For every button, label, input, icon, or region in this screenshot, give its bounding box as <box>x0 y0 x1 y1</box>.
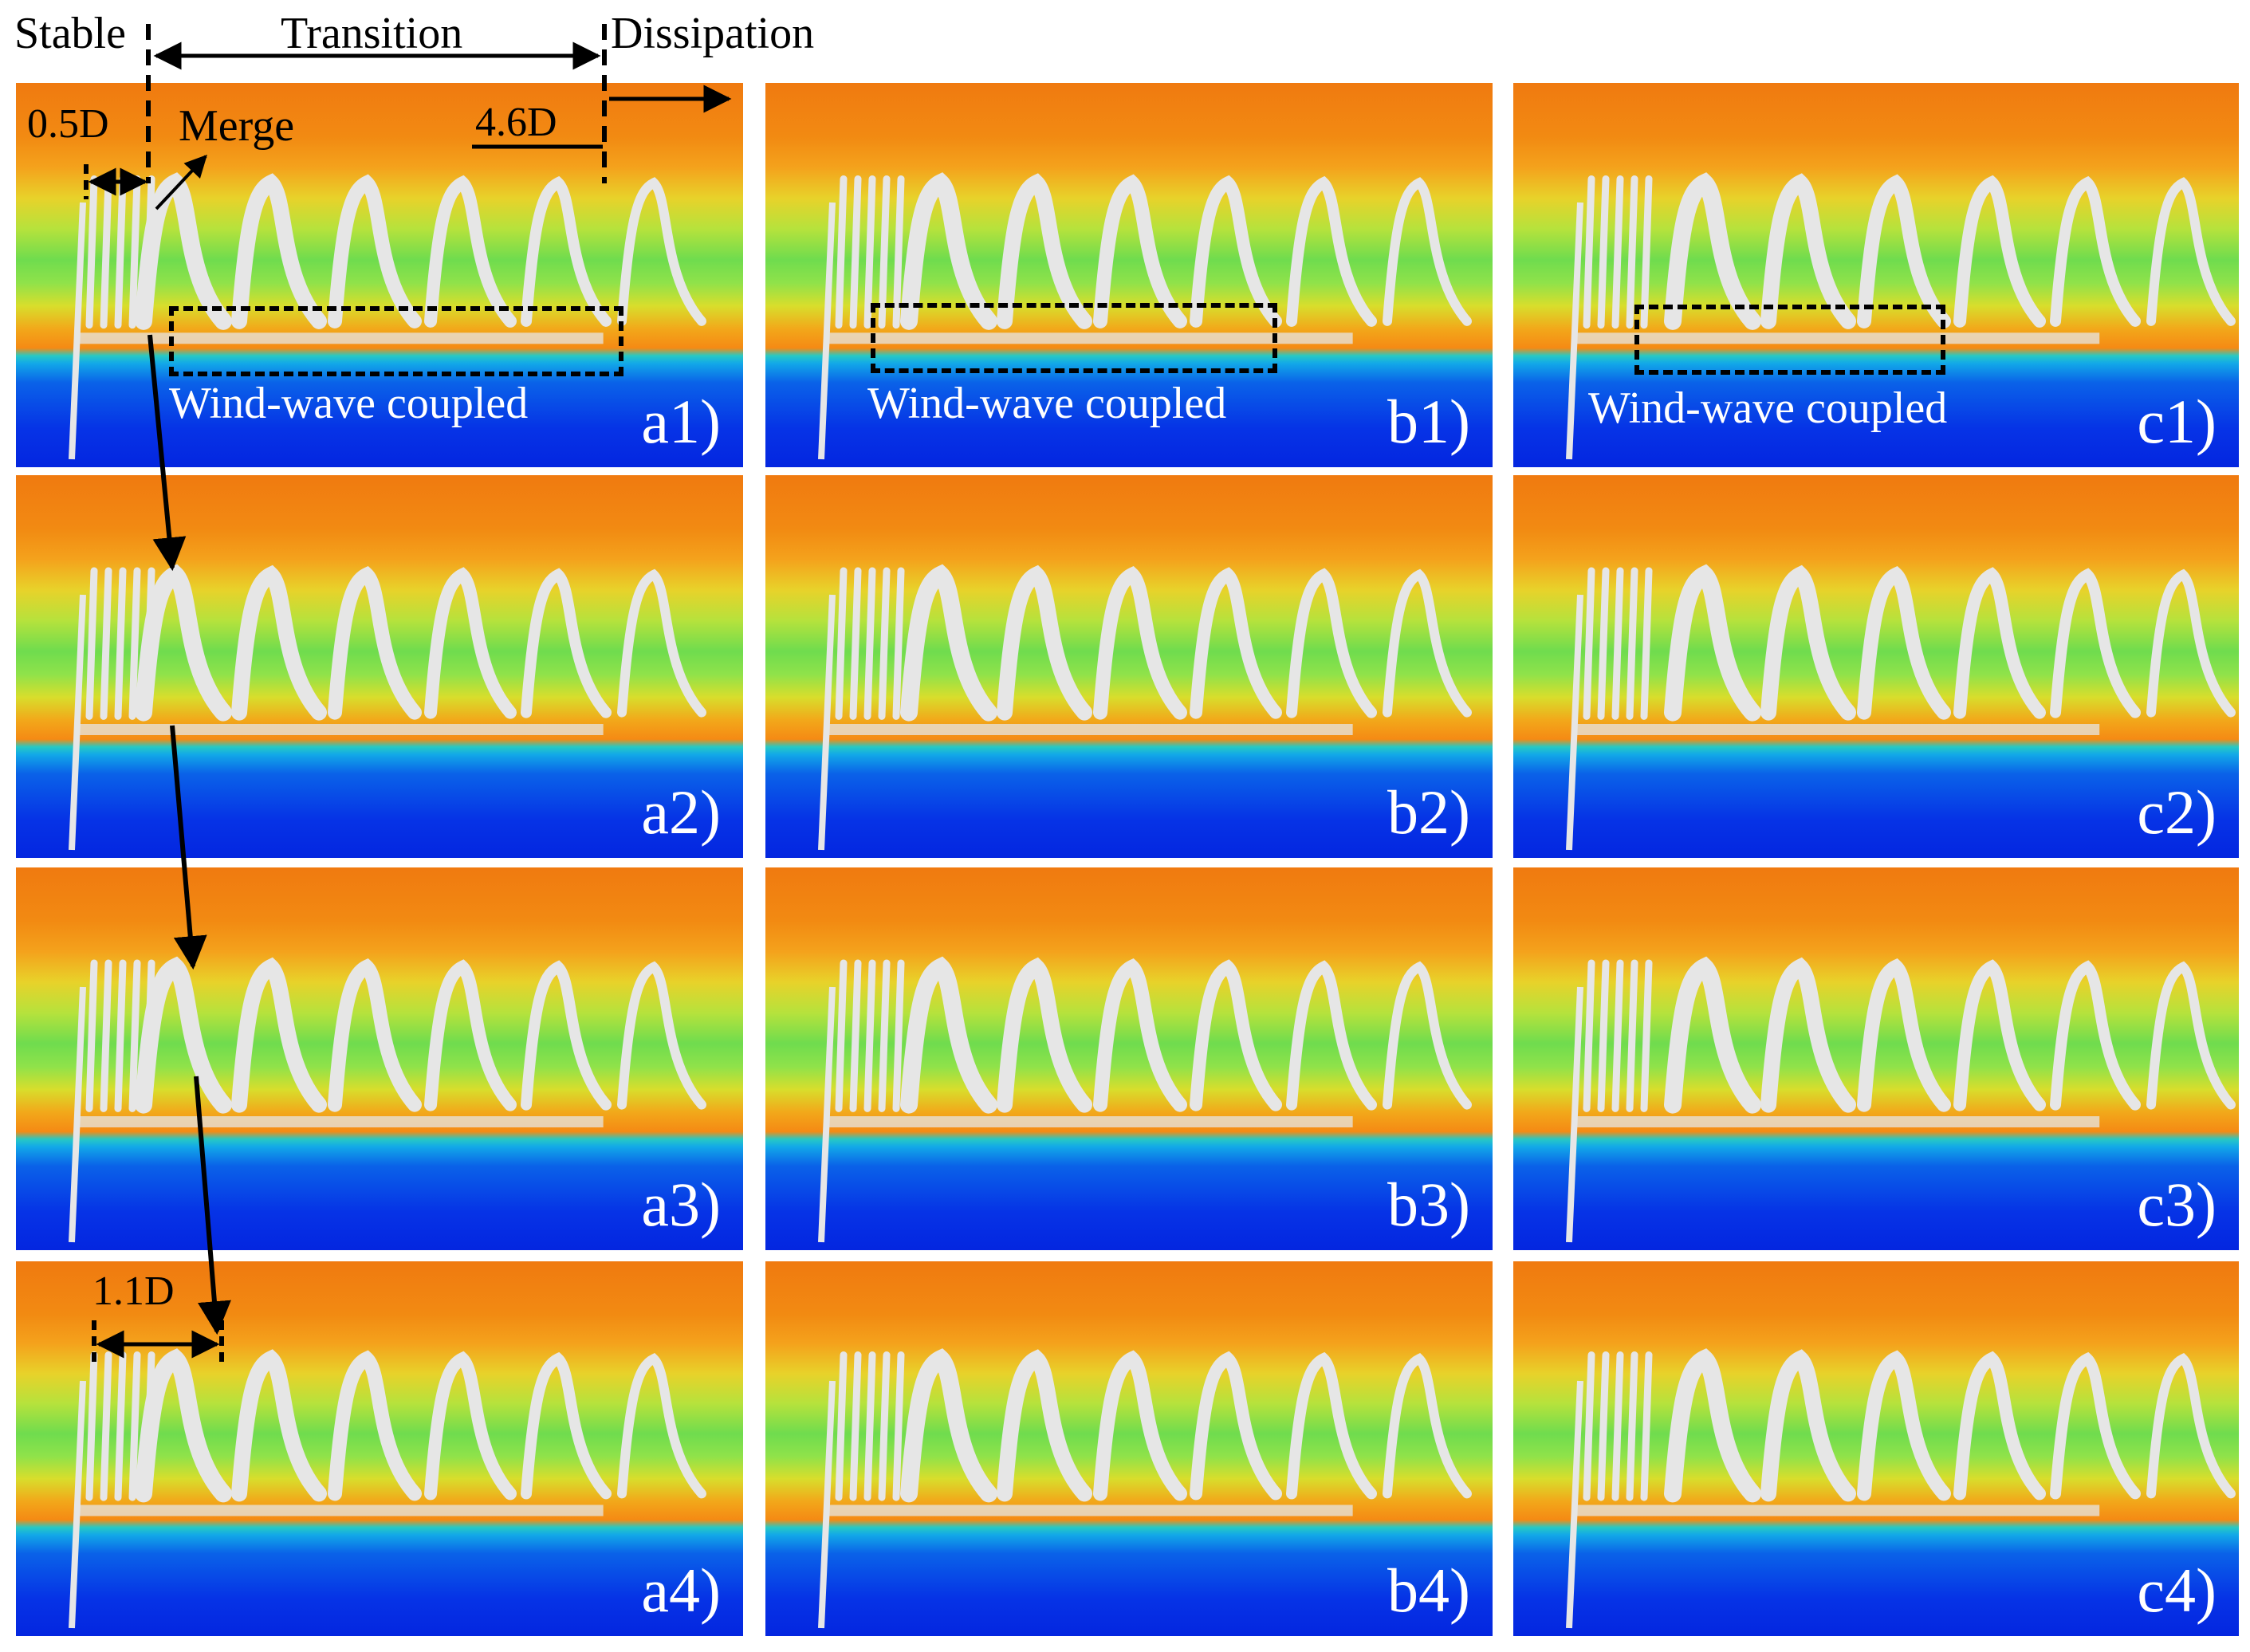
panel-label: a2) <box>641 777 721 847</box>
merge-label: Merge <box>179 101 295 151</box>
panel-label: c2) <box>2137 777 2217 847</box>
panel-label: a1) <box>641 387 721 456</box>
vortex-structures <box>818 172 1472 460</box>
panel-c3: c3) <box>1513 867 2239 1250</box>
panel-label: a4) <box>641 1556 721 1625</box>
vortex-structures <box>818 1348 1472 1629</box>
dissipation-label: Dissipation <box>611 9 815 58</box>
coupled-region-box <box>169 306 623 376</box>
panel-label: a3) <box>641 1170 721 1239</box>
panel-label: b2) <box>1387 777 1470 847</box>
stable-label: Stable <box>14 9 126 58</box>
vortex-structures <box>69 172 706 460</box>
vortex-structures <box>1566 1348 2236 1629</box>
coupled-region-box <box>1634 305 1945 375</box>
panel-b2: b2) <box>765 475 1493 858</box>
vortex-structures <box>1566 172 2236 460</box>
panel-a1: a1) Wind-wave coupled <box>16 83 743 467</box>
distance-11d-label: 1.1D <box>92 1268 175 1314</box>
coupled-region-box <box>871 303 1277 373</box>
panel-a3: a3) <box>16 867 743 1250</box>
distance-46d-label: 4.6D <box>475 100 557 145</box>
panel-a2: a2) <box>16 475 743 858</box>
panel-label: c4) <box>2137 1556 2217 1625</box>
panel-b3: b3) <box>765 867 1493 1250</box>
panel-a4: a4) <box>16 1261 743 1636</box>
panel-b4: b4) <box>765 1261 1493 1636</box>
coupled-label: Wind-wave coupled <box>867 379 1227 428</box>
panel-label: b3) <box>1387 1170 1470 1239</box>
distance-05d-label: 0.5D <box>27 101 109 147</box>
panel-c4: c4) <box>1513 1261 2239 1636</box>
panel-b1: b1) Wind-wave coupled <box>765 83 1493 467</box>
vortex-structures <box>818 956 1472 1243</box>
coupled-label: Wind-wave coupled <box>169 379 529 428</box>
transition-label: Transition <box>281 9 463 58</box>
panel-label: b4) <box>1387 1556 1470 1625</box>
vortex-structures <box>1566 564 2236 851</box>
vortex-structures <box>1566 956 2236 1243</box>
panel-c2: c2) <box>1513 475 2239 858</box>
panel-c1: c1) Wind-wave coupled <box>1513 83 2239 467</box>
vortex-structures <box>69 956 706 1243</box>
coupled-label: Wind-wave coupled <box>1588 384 1948 433</box>
panel-label: b1) <box>1387 387 1470 456</box>
vortex-structures <box>818 564 1472 851</box>
panel-label: c3) <box>2137 1170 2217 1239</box>
vortex-structures <box>69 1348 706 1629</box>
vortex-structures <box>69 564 706 851</box>
panel-label: c1) <box>2137 387 2217 456</box>
